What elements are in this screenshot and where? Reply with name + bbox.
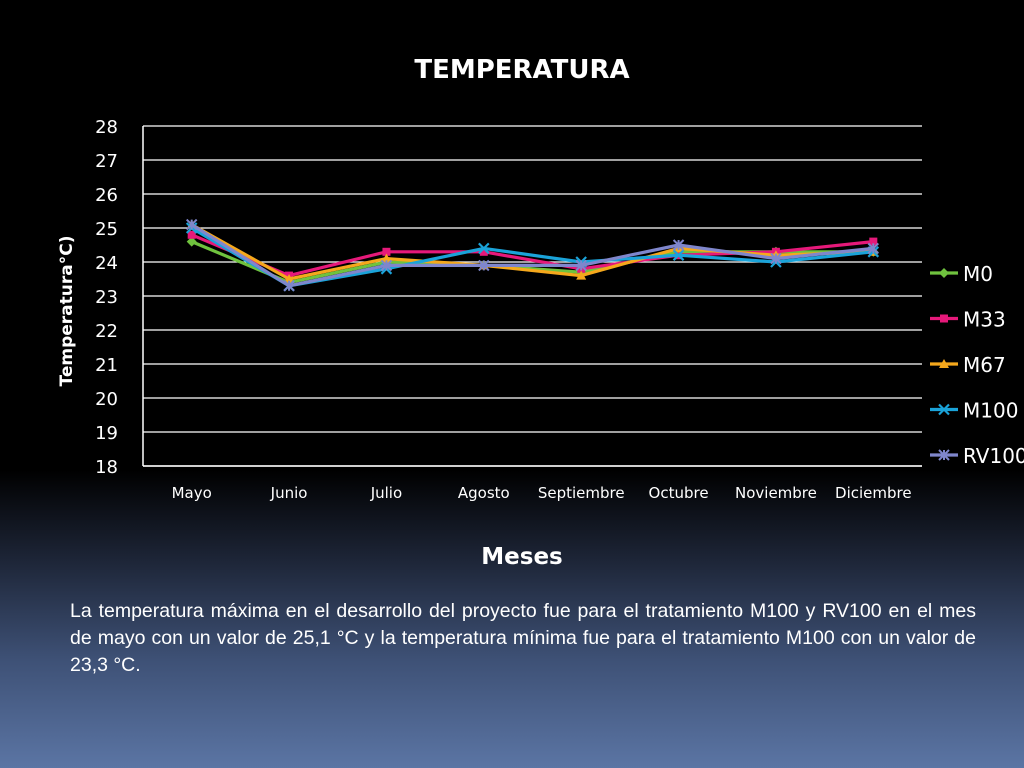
series-line-m67	[190, 223, 874, 281]
legend-marker-m33	[940, 314, 948, 323]
data-point-m33	[479, 247, 488, 256]
x-tick-label: Septiembre	[538, 484, 625, 502]
y-tick-label: 27	[95, 151, 118, 172]
y-tick-label: 24	[95, 253, 118, 274]
y-tick-label: 23	[95, 287, 118, 308]
data-point-rv100	[867, 242, 880, 255]
legend-item-rv100: RV100	[930, 444, 1024, 468]
series-line-rv100	[190, 223, 874, 288]
data-point-m100	[672, 249, 685, 261]
x-axis-label: Meses	[481, 544, 562, 570]
x-tick-label: Agosto	[458, 484, 510, 502]
legend-marker-rv100	[938, 449, 950, 461]
data-point-m33	[187, 230, 196, 239]
data-point-m33	[869, 237, 878, 246]
data-point-m67	[381, 253, 392, 263]
data-point-m67	[576, 270, 587, 280]
legend-label-rv100: RV100	[963, 444, 1024, 468]
legend-item-m100: M100	[930, 399, 1018, 423]
x-tick-label: Julio	[370, 484, 402, 502]
legend-marker-m0	[939, 268, 949, 278]
x-tick-label: Octubre	[649, 484, 709, 502]
legend-item-m0: M0	[930, 262, 993, 286]
data-point-rv100	[283, 280, 295, 292]
data-point-rv100	[478, 259, 490, 272]
data-point-rv100	[380, 259, 393, 272]
legend-label-m0: M0	[963, 262, 993, 286]
y-tick-label: 25	[95, 219, 118, 240]
temperature-line-chart: TEMPERATURA Temperatura°C) Meses 18 19 20 2…	[57, 55, 1024, 570]
y-axis-label: Temperatura°C)	[57, 236, 77, 387]
x-tick-label: Noviembre	[735, 484, 817, 502]
chart-title: TEMPERATURA	[414, 55, 629, 85]
data-point-rv100	[575, 259, 587, 272]
legend-label-m100: M100	[963, 399, 1018, 423]
y-tick-label: 20	[95, 389, 118, 410]
y-tick-label: 18	[95, 457, 118, 478]
y-tick-label: 22	[95, 321, 118, 342]
caption-text: La temperatura máxima en el desarrollo d…	[70, 600, 976, 676]
y-tick-label: 28	[95, 117, 118, 138]
x-tick-label: Diciembre	[835, 484, 912, 502]
data-point-rv100	[770, 252, 782, 265]
data-point-m100	[478, 242, 490, 255]
data-point-rv100	[185, 218, 198, 231]
legend-item-m67: M67	[930, 353, 1006, 377]
y-tick-label: 21	[95, 355, 118, 376]
data-point-m0	[186, 236, 197, 247]
legend-marker-m100	[938, 403, 950, 416]
x-tick-label: Junio	[270, 484, 308, 502]
data-point-m33	[382, 247, 391, 256]
legend-label-m67: M67	[963, 353, 1006, 377]
y-tick-label: 19	[95, 423, 118, 444]
data-point-rv100	[672, 239, 685, 251]
legend-label-m33: M33	[963, 308, 1006, 332]
series-line-m33	[191, 233, 874, 278]
x-tick-label: Mayo	[172, 484, 212, 502]
y-tick-label: 26	[95, 185, 118, 206]
legend-marker-m67	[939, 359, 949, 368]
data-point-m67	[284, 274, 295, 283]
legend-item-m33: M33	[930, 308, 1006, 332]
